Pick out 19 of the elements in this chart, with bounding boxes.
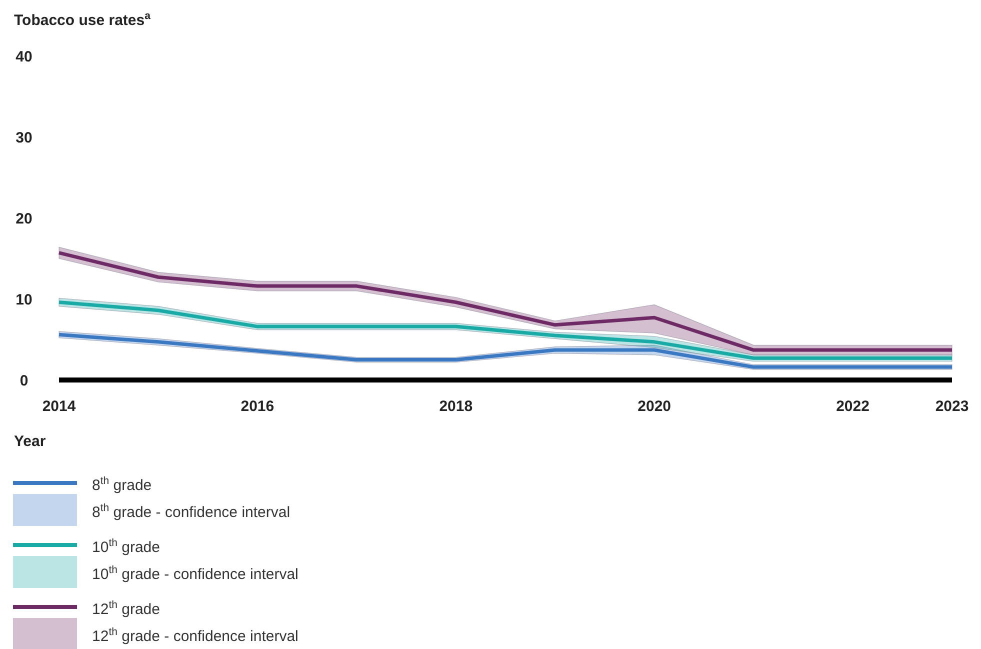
x-tick-label: 2014 <box>42 398 76 415</box>
y-tick-label: 40 <box>16 48 32 66</box>
x-tick-label: 2018 <box>439 398 473 415</box>
legend-label: 12$^{th}$ grade <box>92 599 160 618</box>
y-tick-label: 10 <box>16 291 32 308</box>
x-tick-label: 2020 <box>638 398 672 415</box>
y-tick-label: 20 <box>16 210 32 228</box>
legend-label: 8$^{th}$ grade <box>92 475 152 494</box>
x-tick-label: 2022 <box>836 398 870 415</box>
text: 12$^{th}$ grade - confidence interval <box>92 626 298 645</box>
x-axis-title: Year <box>14 433 46 450</box>
text: 10$^{th}$ grade - confidence interval <box>92 564 298 583</box>
y-tick-label: 0 <box>20 372 28 390</box>
y-tick-label: 30 <box>16 129 32 146</box>
x-tick-label: 2023 <box>935 398 969 415</box>
x-tick-label: 2016 <box>240 398 274 415</box>
legend-label: 10$^{th}$ grade <box>92 537 160 556</box>
chart-title: Tobacco use rates$^{a}$ <box>14 10 151 29</box>
text: 8$^{th}$ grade - confidence interval <box>92 502 290 521</box>
